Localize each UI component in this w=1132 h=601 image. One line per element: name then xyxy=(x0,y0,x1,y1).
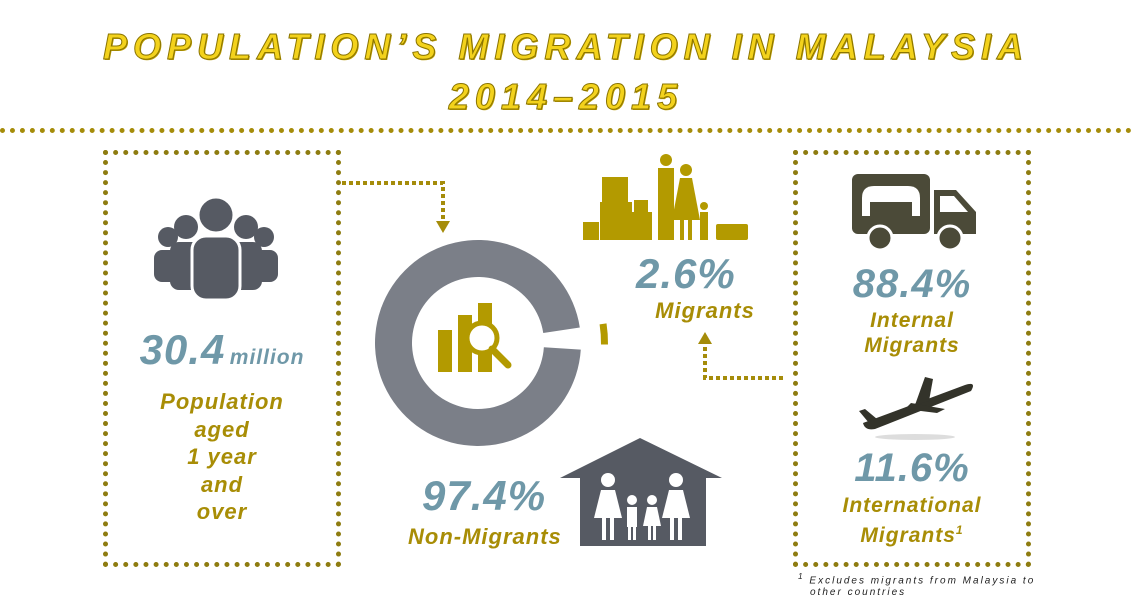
title-divider xyxy=(0,128,1132,133)
population-box xyxy=(103,150,341,567)
label-line: Migrants xyxy=(860,524,956,547)
population-value: 30.4 xyxy=(139,326,226,373)
population-figure: 30.4 million xyxy=(105,326,339,374)
title-line-1: POPULATION’S MIGRATION IN MALAYSIA xyxy=(103,26,1029,68)
label-line: Internal xyxy=(870,309,954,332)
arrow-to-migrants xyxy=(698,332,783,380)
house-family-icon xyxy=(560,438,722,546)
migrants-value: 2.6% xyxy=(636,250,736,297)
non-migrants-value: 97.4% xyxy=(422,472,547,519)
label-line: over xyxy=(196,499,248,524)
arrow-to-donut xyxy=(342,181,450,233)
footnote: 1 Excludes migrants from Malaysia to oth… xyxy=(798,570,1035,599)
moving-truck-icon xyxy=(852,174,976,252)
population-label: Population aged 1 year and over xyxy=(105,388,339,526)
chart-magnifier-icon xyxy=(438,303,512,372)
people-group-icon xyxy=(154,195,278,300)
footnote-line: Excludes migrants from Malaysia to xyxy=(809,575,1036,587)
footnote-marker: 1 xyxy=(798,571,805,581)
migrants-label: Migrants xyxy=(655,298,755,323)
migrating-family-icon xyxy=(583,154,748,240)
label-line: aged xyxy=(194,416,250,442)
donut-slice-non-migrants xyxy=(375,240,581,447)
label-line: Population xyxy=(160,389,284,414)
internal-value: 88.4% xyxy=(852,262,972,306)
non-migrants-label: Non-Migrants xyxy=(408,524,562,549)
donut-slice-migrants xyxy=(599,323,608,345)
international-value: 11.6% xyxy=(854,446,970,490)
label-line: Migrants xyxy=(864,334,960,357)
label-line: and xyxy=(200,471,244,497)
international-label: International Migrants1 xyxy=(795,493,1029,548)
migration-donut-chart xyxy=(375,240,608,447)
migrant-breakdown-box xyxy=(793,150,1031,567)
internal-label: Internal Migrants xyxy=(795,308,1029,358)
title-line-2: 2014–2015 xyxy=(448,76,684,118)
population-unit: million xyxy=(229,346,305,369)
footnote-line: other countries xyxy=(810,587,907,599)
airplane-icon xyxy=(859,377,973,440)
label-line: International xyxy=(842,494,982,517)
label-line: 1 year xyxy=(187,444,257,469)
footnote-ref: 1 xyxy=(955,523,964,537)
